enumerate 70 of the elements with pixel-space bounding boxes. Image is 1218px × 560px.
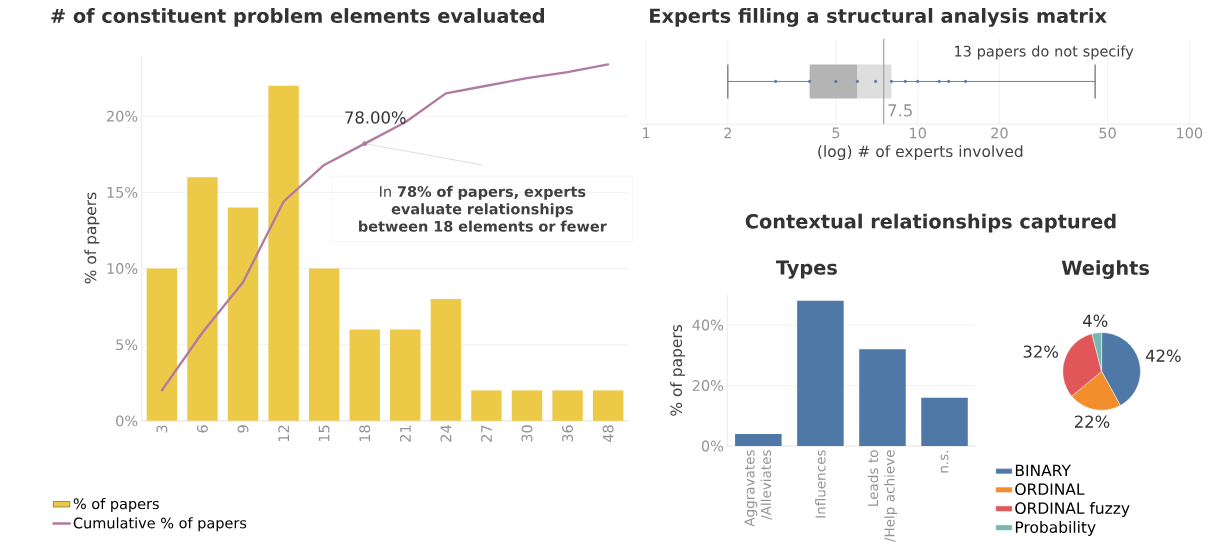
legend-label: BINARY bbox=[1015, 465, 1071, 477]
legend-label: Cumulative % of papers bbox=[73, 517, 247, 532]
x-tick-label: 27 bbox=[481, 425, 492, 442]
y-axis-title: % of papers bbox=[84, 192, 100, 284]
x-tick-label: 2 bbox=[724, 127, 732, 139]
x-tick-label: Aggravates /Alleviates bbox=[744, 450, 773, 527]
x-tick-label: 50 bbox=[1099, 127, 1116, 139]
y-tick-label: 20% bbox=[692, 380, 724, 392]
bar bbox=[227, 207, 259, 422]
data-label: 42% bbox=[1145, 349, 1181, 363]
x-tick-label: n.s. bbox=[940, 451, 949, 473]
x-tick-label: 5 bbox=[832, 127, 840, 139]
y-axis-title: % of papers bbox=[670, 325, 686, 417]
legend-label: Probability bbox=[1015, 521, 1096, 537]
y-tick-label: 10% bbox=[107, 263, 138, 275]
x-tick-label: 9 bbox=[237, 425, 249, 433]
chart-title: # of constituent problem elements evaluated bbox=[51, 8, 544, 28]
bar bbox=[797, 301, 844, 447]
bar bbox=[735, 434, 782, 447]
x-tick-label: 3 bbox=[156, 425, 168, 433]
legend-label: % of papers bbox=[73, 498, 159, 513]
y-tick-label: 0% bbox=[116, 415, 138, 427]
x-tick-label: 1 bbox=[643, 127, 650, 139]
x-tick-label: 20 bbox=[991, 127, 1008, 139]
bar bbox=[146, 268, 178, 422]
bar bbox=[430, 299, 462, 422]
chart-title: Contextual relationships captured bbox=[745, 213, 1116, 233]
chart-title: Experts filling a structural analysis matrix bbox=[650, 8, 1107, 28]
bar bbox=[187, 177, 218, 422]
bar bbox=[268, 85, 299, 422]
x-tick-label: Influences bbox=[815, 450, 826, 518]
legend-label: ORDINAL bbox=[1015, 483, 1085, 496]
x-tick-label: 15 bbox=[318, 425, 330, 442]
x-tick-label: 24 bbox=[440, 425, 452, 442]
x-tick-label: 18 bbox=[359, 425, 371, 442]
x-tick-label: 21 bbox=[399, 425, 411, 442]
x-tick-label: 12 bbox=[278, 425, 289, 442]
bar bbox=[471, 390, 502, 422]
x-tick-label: 48 bbox=[602, 425, 614, 443]
data-label: 4% bbox=[1083, 314, 1108, 328]
annotation: 13 papers do not specify bbox=[955, 45, 1134, 60]
bar bbox=[349, 329, 380, 422]
y-tick-label: 15% bbox=[107, 187, 138, 199]
annotation: In 78% of papers, experts evaluate relationships between 18 elements or fewer bbox=[359, 186, 607, 233]
x-tick-label: Leads to /Help achieve bbox=[867, 450, 898, 543]
annotation: 78.00% bbox=[345, 111, 406, 124]
x-tick-label: 36 bbox=[562, 425, 574, 442]
bar bbox=[511, 390, 543, 422]
y-tick-label: 40% bbox=[692, 319, 724, 331]
x-axis-title: (log) # of experts involved bbox=[818, 145, 1023, 161]
ref-line-label: 7.5 bbox=[888, 104, 912, 117]
bar bbox=[552, 390, 583, 422]
data-label: 22% bbox=[1074, 415, 1110, 429]
chart-subtitle: Types bbox=[775, 260, 837, 279]
bar bbox=[308, 268, 340, 422]
data-label: 32% bbox=[1023, 345, 1058, 359]
y-tick-label: 5% bbox=[116, 339, 138, 351]
chart-title: Weights bbox=[1061, 260, 1149, 280]
legend-label: ORDINAL fuzzy bbox=[1015, 502, 1130, 518]
x-tick-label: 6 bbox=[196, 425, 208, 433]
x-tick-label: 100 bbox=[1177, 127, 1203, 139]
bar bbox=[859, 349, 906, 447]
x-tick-label: 10 bbox=[910, 127, 926, 139]
y-tick-label: 20% bbox=[107, 110, 138, 122]
y-tick-label: 0% bbox=[701, 440, 724, 452]
bar bbox=[390, 329, 421, 422]
line-series bbox=[160, 63, 610, 392]
bar bbox=[592, 390, 624, 422]
x-tick-label: 30 bbox=[521, 425, 533, 442]
bar bbox=[921, 397, 968, 447]
